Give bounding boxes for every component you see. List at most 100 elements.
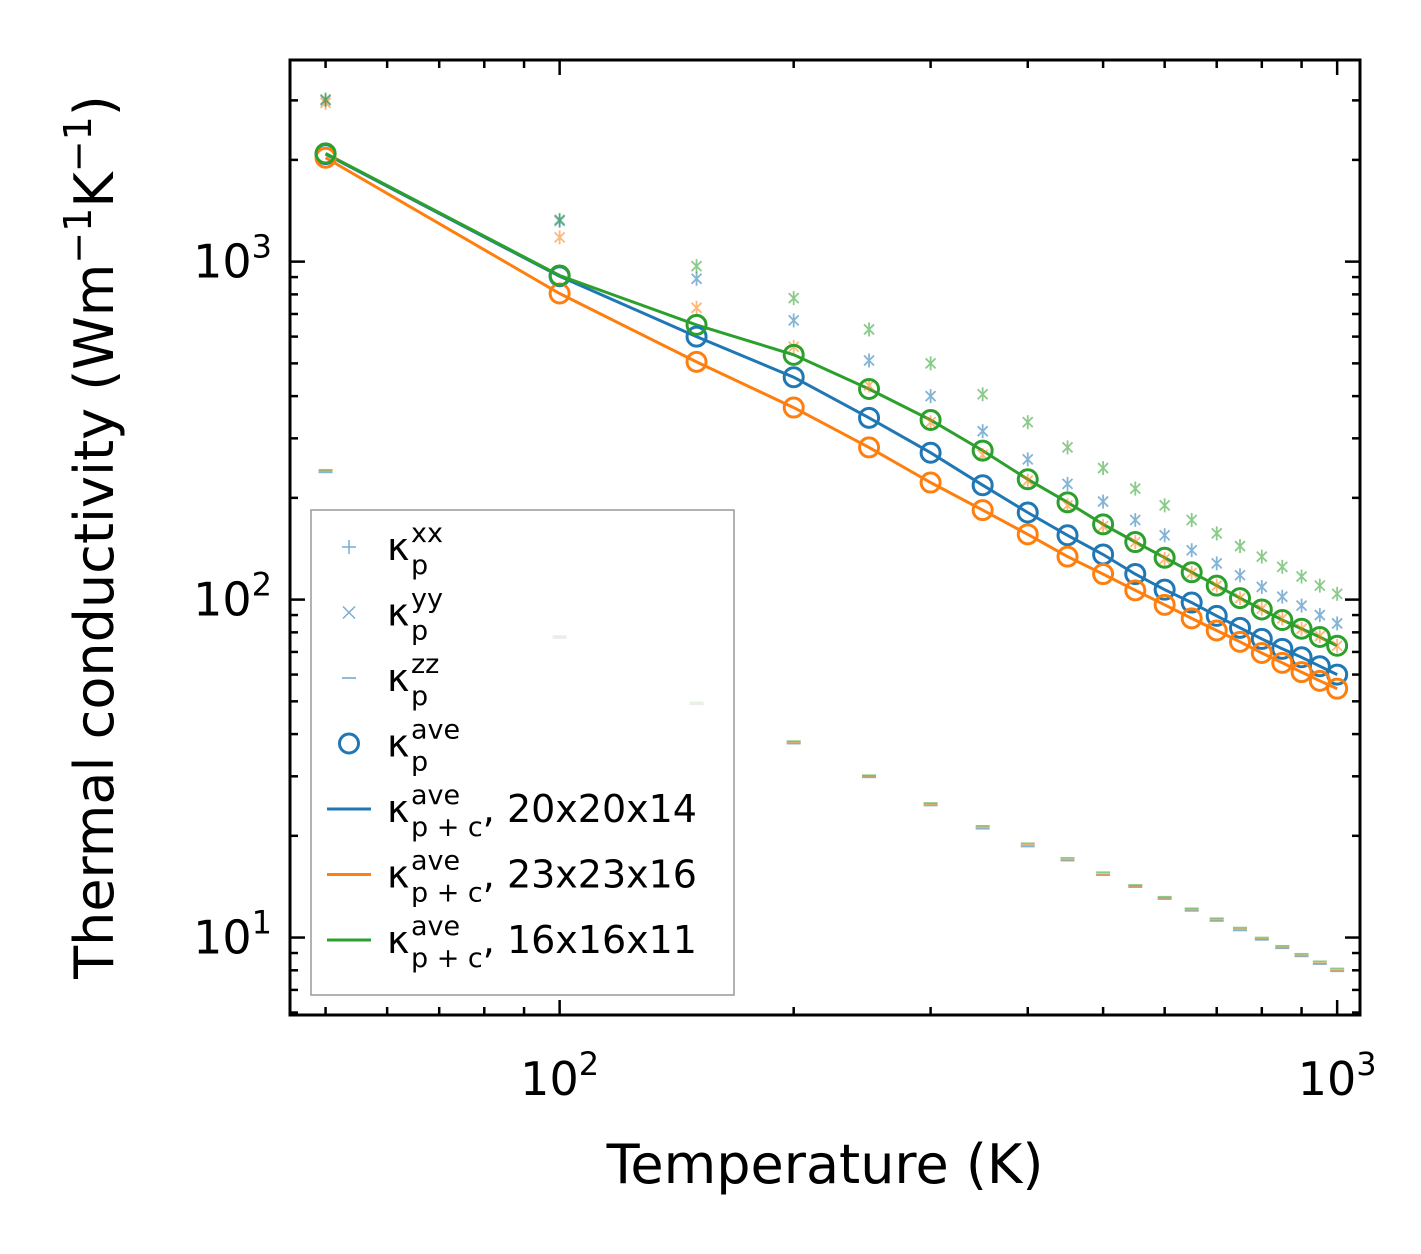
data-point-circle (971, 439, 994, 462)
star-stroke (1211, 557, 1223, 569)
star-stroke (1234, 592, 1246, 604)
star-stroke (1022, 453, 1034, 465)
data-point-circle (1124, 579, 1147, 602)
data-point-circle (1092, 563, 1115, 586)
data-point-circle (919, 408, 942, 431)
legend-label: κzz p (387, 649, 439, 712)
star-stroke (690, 260, 703, 272)
data-point-circle (314, 142, 337, 165)
data-point-star (1295, 598, 1308, 613)
data-point-star (690, 300, 703, 315)
data-point-circle (858, 377, 881, 400)
star-stroke (1097, 462, 1109, 474)
data-point-circle (1153, 578, 1176, 601)
data-point-star (1022, 415, 1034, 430)
star-stroke (1234, 569, 1246, 581)
data-point-circle (685, 350, 708, 373)
data-point-star (1159, 498, 1171, 513)
star-stroke (1022, 474, 1034, 487)
legend-label: κave p + c, 20x20x14 (387, 780, 697, 843)
data-point-star (1256, 549, 1268, 564)
data-point-star (1331, 616, 1343, 631)
series-dash (318, 470, 1345, 972)
data-point-circle (1153, 546, 1176, 569)
star-stroke (1276, 612, 1288, 624)
star-stroke (1331, 617, 1343, 630)
star-stroke (690, 273, 703, 285)
y-tick-label: 103 (193, 228, 272, 289)
legend-entry: κave p + c, 23x23x16 (327, 846, 697, 909)
data-point-star (1129, 481, 1141, 496)
data-point-circle (1290, 646, 1313, 669)
star-stroke (924, 390, 937, 402)
data-point-circle (858, 406, 881, 429)
series-circle (314, 142, 1349, 657)
data-point-circle (1308, 669, 1331, 692)
star-stroke (1256, 550, 1268, 563)
data-point-star (1061, 440, 1074, 455)
data-point-circle (1326, 634, 1349, 657)
data-point-star (690, 259, 703, 274)
star-stroke (1129, 536, 1141, 548)
data-point-circle (1326, 677, 1349, 700)
data-point-star (1097, 494, 1109, 509)
star-stroke (1256, 603, 1268, 615)
data-point-star (690, 271, 703, 286)
data-point-circle (782, 396, 805, 419)
data-point-circle (1056, 491, 1079, 514)
data-layer (314, 92, 1349, 973)
star-stroke (1234, 540, 1246, 552)
data-point-circle (1250, 641, 1273, 664)
star-stroke (1295, 599, 1308, 612)
star-stroke (1159, 499, 1171, 512)
legend-x-marker (342, 605, 356, 620)
data-point-star (553, 212, 566, 227)
data-point-star (1331, 586, 1343, 601)
x-stroke (342, 605, 356, 620)
star-stroke (1129, 482, 1141, 495)
data-point-star (1276, 559, 1288, 574)
data-point-star (1256, 579, 1268, 594)
star-stroke (1314, 609, 1326, 621)
star-stroke (1097, 495, 1109, 508)
data-point-star (1314, 608, 1326, 623)
data-point-star (1234, 591, 1246, 606)
star-stroke (553, 214, 566, 226)
star-stroke (1331, 588, 1343, 600)
legend-entry: κyy p (342, 584, 443, 647)
data-point-circle (1056, 524, 1079, 547)
data-point-circle (1205, 574, 1228, 597)
data-point-star (1295, 621, 1308, 636)
x-axis-label: Temperature (K) (606, 1133, 1044, 1196)
data-point-star (1314, 578, 1326, 593)
star-stroke (977, 388, 989, 400)
data-point-star (1186, 512, 1198, 527)
data-point-star (319, 92, 332, 107)
data-point-star (1186, 565, 1198, 580)
data-point-circle (1290, 661, 1313, 684)
star-stroke (690, 302, 703, 314)
data-point-star (1129, 535, 1141, 550)
data-point-circle (971, 499, 994, 522)
data-point-star (1061, 498, 1074, 513)
data-point-circle (1205, 619, 1228, 642)
data-point-star (1256, 601, 1268, 616)
data-point-circle (1205, 604, 1228, 627)
data-point-circle (1229, 630, 1252, 653)
data-point-circle (685, 325, 708, 348)
star-stroke (1186, 544, 1198, 556)
star-stroke (1211, 579, 1223, 592)
series-line (324, 152, 1338, 676)
data-point-star (1097, 461, 1109, 476)
legend-label: κave p (387, 715, 460, 778)
data-point-star (1295, 569, 1308, 584)
data-point-circle (548, 264, 571, 287)
star-stroke (1061, 441, 1074, 454)
data-point-star (1331, 638, 1343, 653)
legend-entry: κzz p (342, 649, 439, 712)
star-stroke (1314, 630, 1326, 642)
data-point-circle (685, 313, 708, 336)
star-stroke (1159, 529, 1171, 541)
